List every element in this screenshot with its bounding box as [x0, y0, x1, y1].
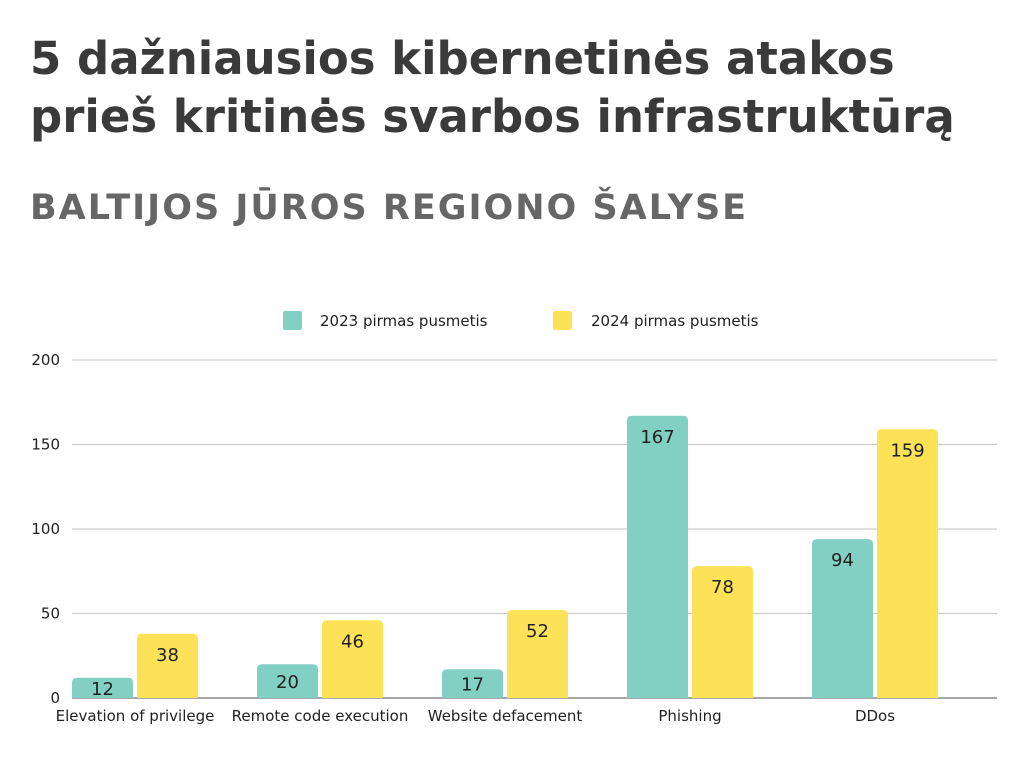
legend-swatch-2: [553, 311, 572, 330]
bar-2024-ddos: [877, 429, 938, 698]
y-tick-label: 0: [50, 689, 60, 707]
chart-bars: 12 38 20 46 17 52 167 78 94 159: [72, 415, 938, 700]
bar-2024-website-defacement: [507, 610, 568, 698]
legend-label-2: 2024 pirmas pusmetis: [591, 312, 759, 330]
bar-2024-phishing: [692, 566, 753, 698]
bar-value-label: 94: [831, 550, 854, 571]
title-block: 5 dažniausios kibernetinės atakos prieš …: [30, 30, 1010, 146]
legend-label-1: 2023 pirmas pusmetis: [320, 312, 488, 330]
x-category-label: Phishing: [658, 707, 721, 725]
legend-swatch-1: [283, 311, 302, 330]
y-tick-label: 150: [31, 436, 60, 454]
y-axis: 0 50 100 150 200: [31, 351, 60, 707]
bar-2024-elevation-of-privilege: [137, 633, 198, 698]
x-category-label: Website defacement: [428, 707, 583, 725]
bar-2023-ddos: [812, 539, 873, 698]
x-category-label: Remote code execution: [232, 707, 409, 725]
bar-value-label: 167: [640, 427, 674, 448]
bar-2023-website-defacement: [442, 669, 503, 698]
bar-value-label: 52: [526, 621, 549, 642]
bar-value-label: 12: [91, 679, 114, 700]
bar-value-label: 17: [461, 675, 484, 696]
chart-title-line-2: prieš kritinės svarbos infrastruktūrą: [30, 90, 955, 143]
bar-value-label: 38: [156, 645, 179, 666]
x-category-label: DDos: [855, 707, 895, 725]
chart-subtitle: BALTIJOS JŪROS REGIONO ŠALYSE: [30, 188, 749, 228]
x-category-label: Elevation of privilege: [56, 707, 215, 725]
y-tick-label: 200: [31, 351, 60, 369]
bar-2023-phishing: [627, 415, 688, 698]
bar-2024-remote-code-execution: [322, 620, 383, 698]
bar-value-label: 78: [711, 577, 734, 598]
bar-value-label: 159: [890, 440, 924, 461]
y-tick-label: 100: [31, 520, 60, 538]
bar-2023-remote-code-execution: [257, 664, 318, 698]
bar-value-label: 46: [341, 631, 364, 652]
y-tick-label: 50: [41, 605, 60, 623]
chart-legend: 2023 pirmas pusmetis 2024 pirmas pusmetis: [283, 311, 759, 330]
bar-2023-elevation-of-privilege: [72, 677, 133, 698]
bar-value-label: 20: [276, 672, 299, 693]
chart-title-line-1: 5 dažniausios kibernetinės atakos: [30, 32, 895, 85]
x-axis: Elevation of privilege Remote code execut…: [56, 707, 896, 725]
